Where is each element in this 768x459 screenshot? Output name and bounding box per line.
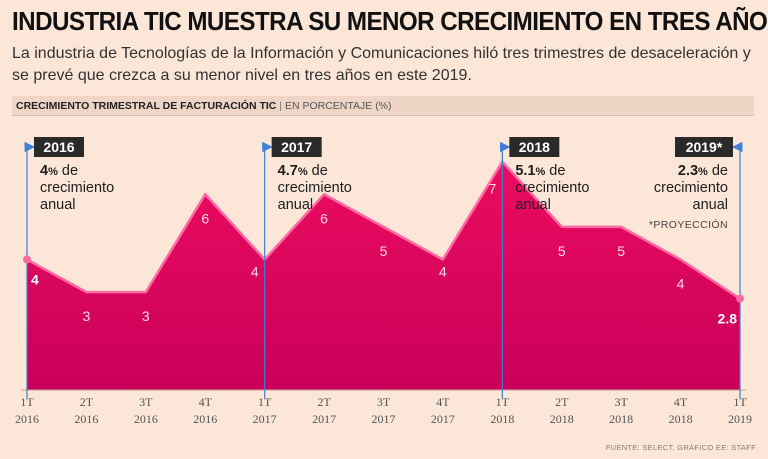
annual-growth-text: anual: [40, 197, 75, 213]
data-label: 5: [380, 243, 388, 259]
x-tick-label: 3T 2018: [609, 395, 633, 426]
data-label: 4: [439, 264, 447, 280]
annual-growth-text: anual: [515, 197, 550, 213]
chart-title: INDUSTRIA TIC MUESTRA SU MENOR CRECIMIEN…: [12, 6, 768, 36]
annual-growth-text: crecimiento: [278, 180, 352, 196]
data-label: 3: [142, 308, 150, 324]
data-label: 5: [558, 243, 566, 259]
annual-growth-text: crecimiento: [515, 180, 589, 196]
annual-growth-text: anual: [278, 197, 313, 213]
annual-growth-text: 4.7% de: [278, 163, 328, 179]
data-label: 6: [201, 210, 209, 226]
area-fill: [27, 161, 740, 390]
x-tick-label: 2T 2018: [550, 395, 574, 426]
annual-growth-text: crecimiento: [654, 180, 728, 196]
source-note: FUENTE: SELECT. GRÁFICO EE: STAFF: [605, 443, 756, 452]
x-tick-label: 1T 2017: [253, 395, 277, 426]
data-label: 2.8: [718, 311, 738, 327]
x-tick-label: 3T 2016: [134, 395, 158, 426]
endpoint-dot: [736, 294, 744, 303]
annual-growth-text: anual: [693, 197, 728, 213]
endpoint-dot: [23, 255, 31, 264]
annual-growth-text: crecimiento: [40, 180, 114, 196]
chart-label-bar: CRECIMIENTO TRIMESTRAL DE FACTURACIÓN TI…: [12, 96, 754, 116]
chart-series-label: CRECIMIENTO TRIMESTRAL DE FACTURACIÓN TI…: [16, 100, 277, 112]
chart-unit-label: EN PORCENTAJE (%): [284, 100, 392, 112]
data-label: 5: [617, 243, 625, 259]
year-badge-label: 2016: [43, 139, 74, 155]
annual-growth-text: 5.1% de: [515, 163, 565, 179]
x-tick-label: 3T 2017: [372, 395, 396, 426]
x-tick-label: 4T 2018: [669, 395, 693, 426]
data-label: 6: [320, 210, 328, 226]
series-line: [26, 160, 741, 300]
year-badge: [271, 137, 322, 157]
year-badge: [675, 137, 733, 157]
data-label: 7: [489, 181, 497, 197]
year-badge: [34, 137, 84, 157]
x-tick-label: 1T 2016: [15, 395, 39, 426]
year-badge-label: 2017: [281, 139, 312, 155]
year-badge: [509, 137, 560, 157]
x-tick-label: 2T 2016: [74, 395, 98, 426]
year-badge-label: 2019*: [686, 139, 723, 155]
data-label: 3: [83, 308, 91, 324]
data-label: 4: [677, 276, 685, 292]
x-tick-label: 1T 2019: [728, 395, 752, 426]
data-label: 4: [251, 264, 259, 280]
projection-note: *PROYECCIÓN: [649, 218, 728, 231]
annual-growth-text: 2.3% de: [678, 163, 728, 179]
x-tick-label: 1T 2018: [490, 395, 514, 426]
data-label: 4: [31, 272, 39, 288]
x-tick-label: 2T 2017: [312, 395, 336, 426]
x-tick-label: 4T 2016: [193, 395, 217, 426]
chart-subtitle: La industria de Tecnologías de la Inform…: [12, 45, 751, 84]
annual-growth-text: 4% de: [40, 163, 78, 179]
x-tick-label: 4T 2017: [431, 395, 455, 426]
year-badge-label: 2018: [519, 139, 550, 155]
label-separator: |: [279, 100, 283, 112]
